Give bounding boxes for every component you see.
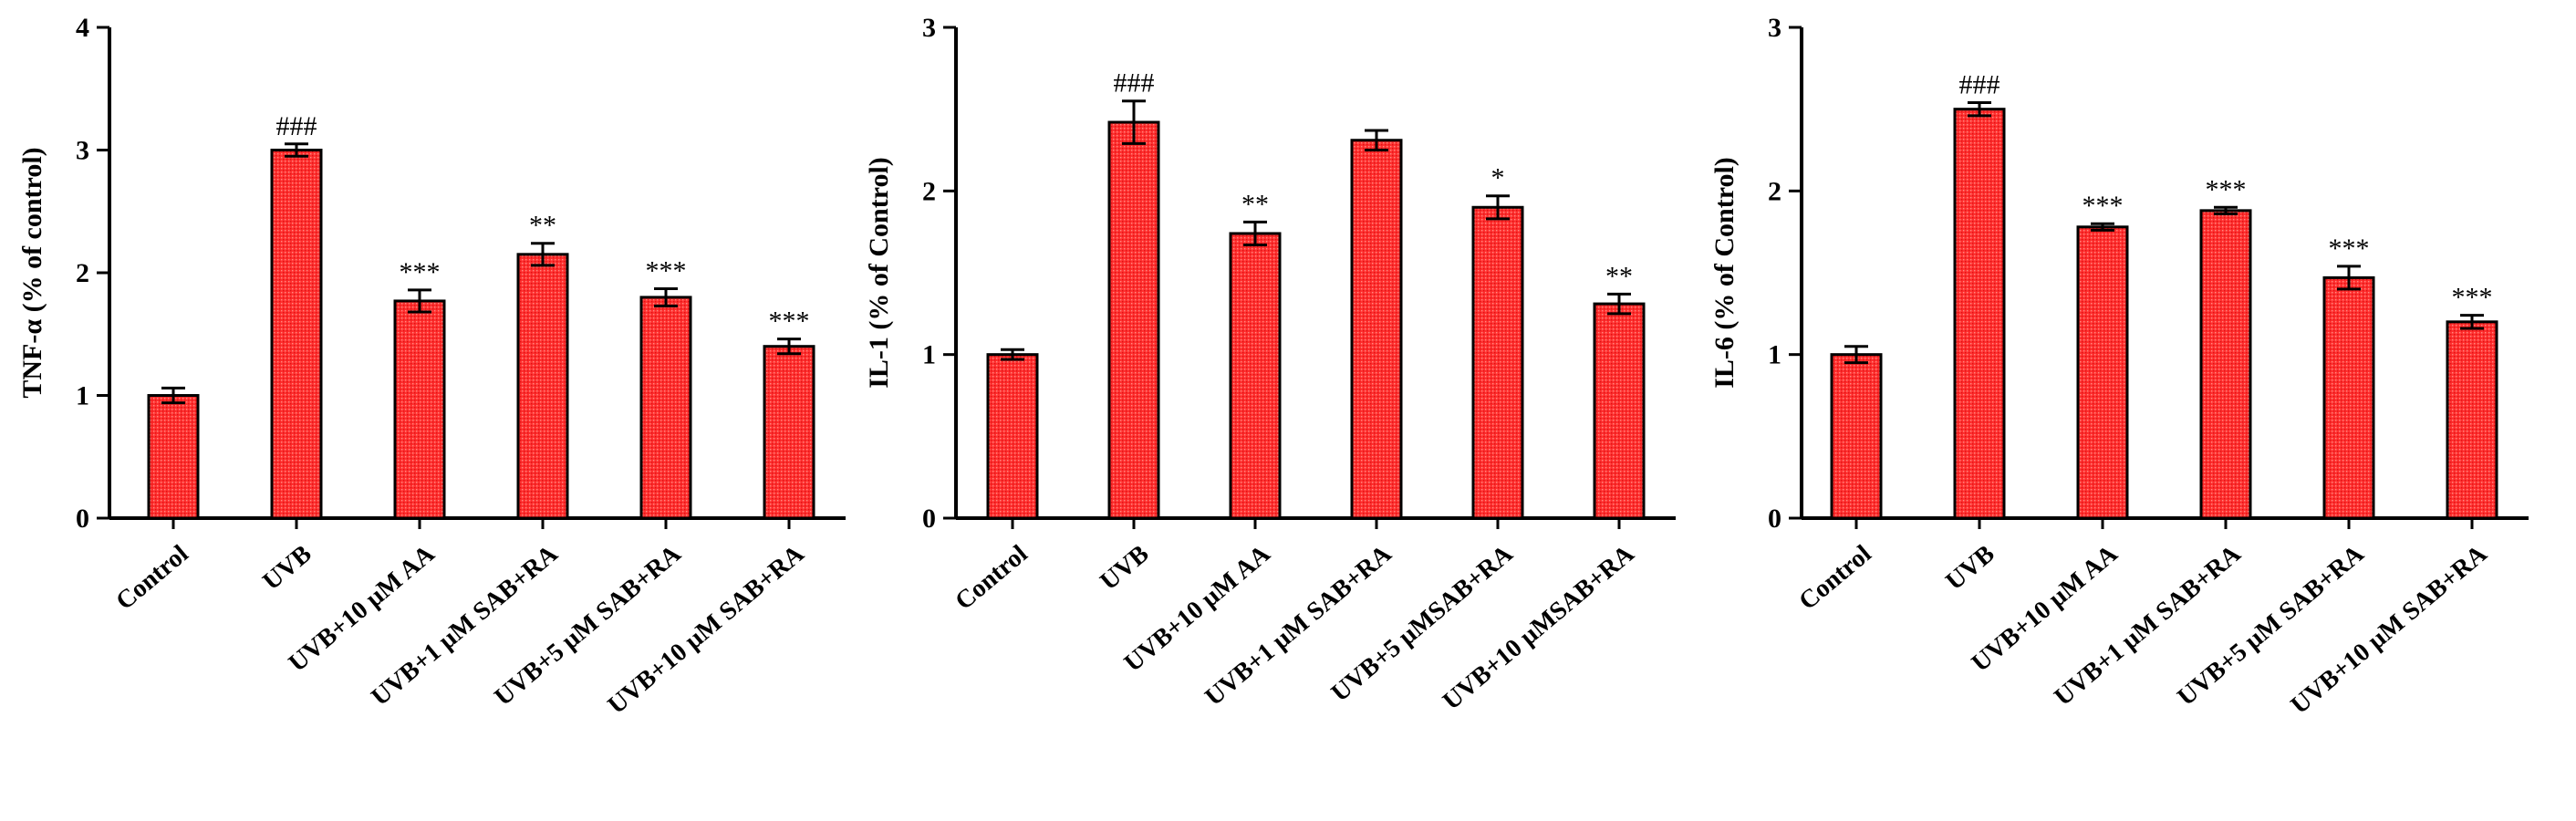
y-tick-label: 0 bbox=[922, 504, 936, 534]
bar bbox=[1350, 139, 1403, 520]
bar bbox=[1953, 108, 2006, 520]
y-axis-label: IL-1 (% of Control) bbox=[864, 157, 894, 389]
y-tick-label: 1 bbox=[76, 381, 89, 411]
category-label: UVB+10 μM SAB+RA bbox=[603, 539, 811, 720]
significance-label: ** bbox=[529, 211, 556, 241]
y-tick-label: 3 bbox=[1768, 13, 1781, 43]
category-label: UVB bbox=[1940, 540, 2000, 597]
chart-panel-1: 0 1 2 3 4 TNF-α (% of control) Control ### UVB **… bbox=[17, 13, 846, 720]
bar bbox=[2322, 275, 2375, 520]
bar bbox=[639, 296, 692, 520]
bar bbox=[516, 253, 569, 520]
y-tick-label: 3 bbox=[922, 13, 936, 43]
significance-label: *** bbox=[2206, 174, 2247, 204]
significance-label: *** bbox=[400, 257, 441, 287]
significance-label: *** bbox=[769, 307, 810, 337]
significance-label: ** bbox=[1241, 189, 1269, 219]
bar bbox=[147, 394, 200, 520]
category-label: UVB bbox=[257, 540, 317, 597]
y-tick-label: 3 bbox=[76, 136, 89, 166]
significance-label: ### bbox=[1959, 69, 2000, 99]
significance-label: ### bbox=[1114, 68, 1155, 99]
bar bbox=[2446, 320, 2498, 520]
chart-panel-3: 0 1 2 3 IL-6 (% of Control) Control ### UVB *** U… bbox=[1709, 13, 2529, 720]
significance-label: *** bbox=[2452, 283, 2493, 313]
significance-label: *** bbox=[2083, 191, 2124, 221]
y-tick-label: 1 bbox=[1768, 340, 1781, 370]
significance-label: ### bbox=[276, 111, 317, 141]
category-label: UVB bbox=[1095, 540, 1154, 597]
y-axis-label: IL-6 (% of Control) bbox=[1709, 157, 1740, 389]
bar bbox=[393, 299, 446, 520]
y-tick-label: 2 bbox=[76, 258, 89, 288]
y-tick-label: 1 bbox=[922, 340, 936, 370]
bar bbox=[1107, 120, 1160, 520]
category-label: Control bbox=[950, 539, 1033, 616]
bar bbox=[270, 149, 323, 520]
significance-label: * bbox=[1491, 163, 1505, 193]
bar bbox=[986, 353, 1039, 520]
y-tick-label: 0 bbox=[1768, 504, 1781, 534]
y-axis-label: TNF-α (% of control) bbox=[17, 147, 47, 398]
bar bbox=[2199, 209, 2252, 520]
bar bbox=[1830, 353, 1883, 520]
significance-label: ** bbox=[1605, 261, 1633, 291]
significance-label: *** bbox=[2329, 234, 2370, 264]
bar bbox=[763, 345, 815, 520]
y-tick-label: 2 bbox=[922, 176, 936, 206]
bar bbox=[1471, 205, 1524, 520]
bar bbox=[1593, 302, 1646, 520]
bar bbox=[1229, 232, 1282, 520]
y-tick-label: 4 bbox=[76, 13, 89, 43]
category-label: UVB+10 μM SAB+RA bbox=[2286, 539, 2494, 720]
y-tick-label: 2 bbox=[1768, 176, 1781, 206]
significance-label: *** bbox=[646, 255, 687, 286]
category-label: Control bbox=[110, 539, 193, 616]
bar bbox=[2076, 225, 2129, 520]
y-tick-label: 0 bbox=[76, 504, 89, 534]
category-label: Control bbox=[1793, 539, 1876, 616]
